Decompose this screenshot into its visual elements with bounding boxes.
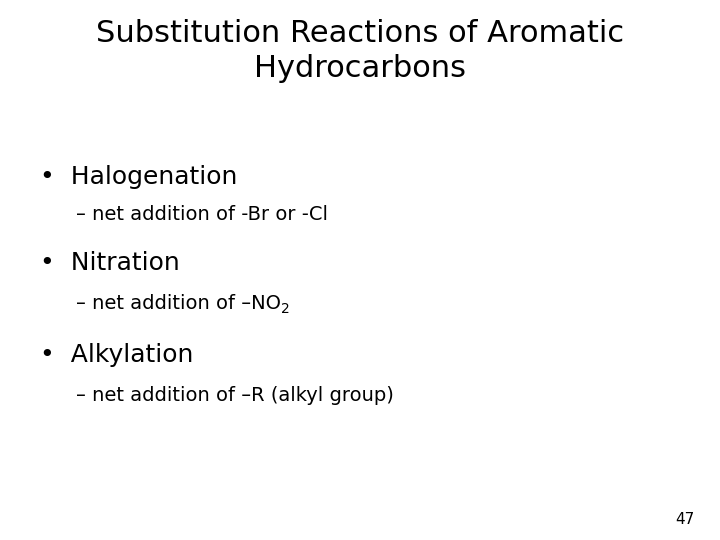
Text: Substitution Reactions of Aromatic
Hydrocarbons: Substitution Reactions of Aromatic Hydro…: [96, 19, 624, 83]
Text: – net addition of –R (alkyl group): – net addition of –R (alkyl group): [76, 386, 393, 405]
Text: – net addition of -Br or -Cl: – net addition of -Br or -Cl: [76, 205, 328, 224]
Text: •  Alkylation: • Alkylation: [40, 343, 193, 367]
Text: •  Nitration: • Nitration: [40, 251, 179, 275]
Text: 47: 47: [675, 511, 695, 526]
Text: •  Halogenation: • Halogenation: [40, 165, 237, 188]
Text: 2: 2: [281, 302, 289, 316]
Text: – net addition of –NO: – net addition of –NO: [76, 294, 281, 313]
